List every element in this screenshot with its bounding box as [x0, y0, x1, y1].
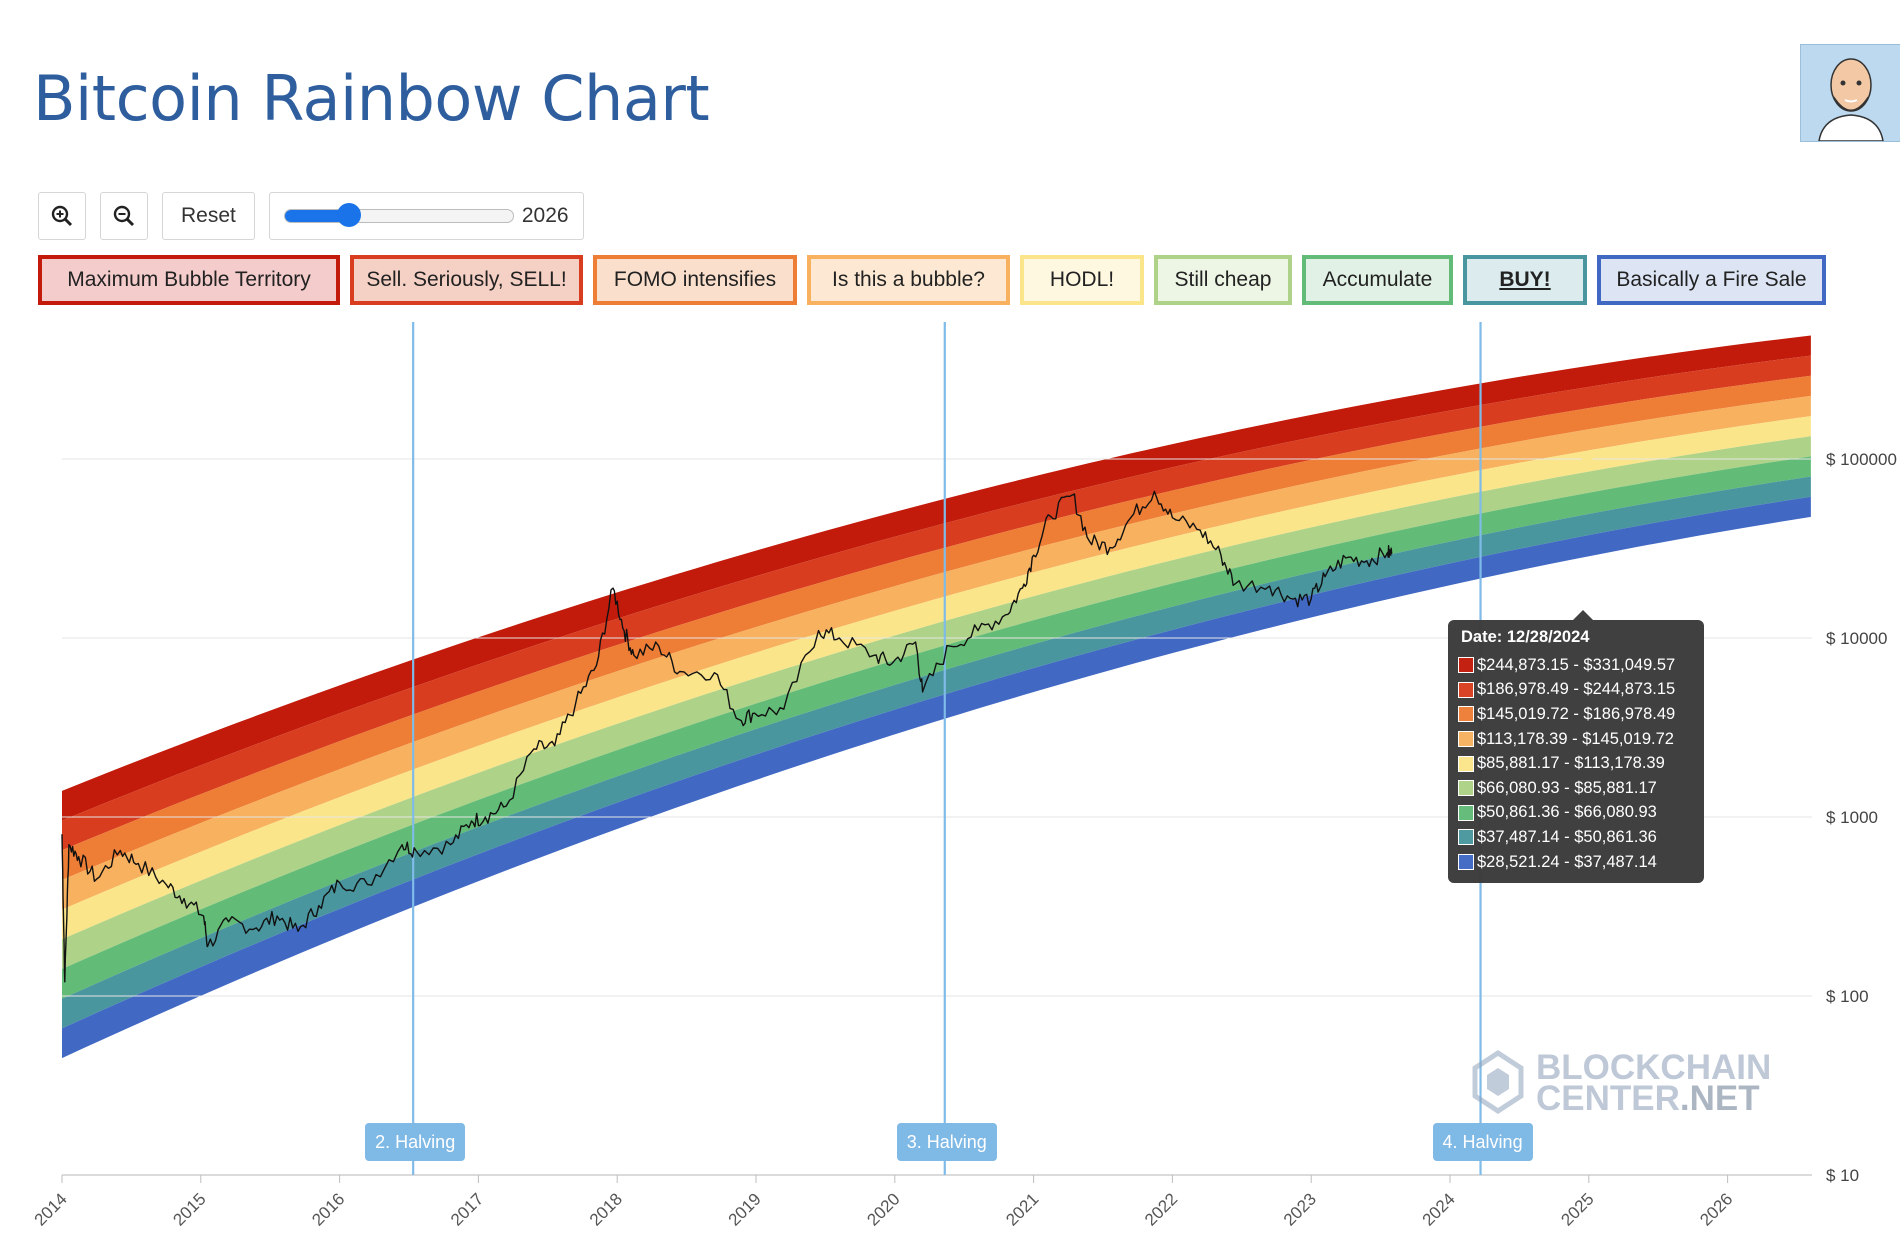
tooltip-swatch	[1458, 681, 1474, 698]
legend-maximum-bubble-territory[interactable]: Maximum Bubble Territory	[38, 255, 340, 305]
year-slider-fill	[284, 210, 348, 222]
chart-toolbar: Reset 2026	[38, 192, 584, 242]
band-marker	[1581, 493, 1593, 505]
band-marker	[1580, 368, 1595, 383]
zoom-in-icon	[51, 205, 73, 227]
tooltip-range: $66,080.93 - $85,881.17	[1477, 778, 1657, 797]
x-tick-label: 2026	[1696, 1189, 1736, 1229]
y-tick-label: $ 100000	[1826, 450, 1897, 469]
zoom-out-icon	[113, 205, 135, 227]
watermark-net: .NET	[1680, 1079, 1760, 1118]
tooltip-row: $85,881.17 - $113,178.39	[1458, 751, 1694, 776]
tooltip-row: $113,178.39 - $145,019.72	[1458, 727, 1694, 752]
x-tick-label: 2022	[1141, 1189, 1181, 1229]
tooltip-row: $50,861.36 - $66,080.93	[1458, 801, 1694, 826]
x-tick-label: 2014	[31, 1189, 71, 1229]
tooltip-row: $186,978.49 - $244,873.15	[1458, 678, 1694, 703]
x-tick-label: 2017	[447, 1189, 487, 1229]
tooltip-range: $28,521.24 - $37,487.14	[1477, 852, 1657, 871]
page-title: Bitcoin Rainbow Chart	[33, 62, 710, 135]
band-marker	[1581, 515, 1593, 527]
band-marker	[1581, 412, 1593, 424]
btc-price-line	[61, 490, 1393, 983]
watermark-line2: CENTER.NET	[1536, 1079, 1760, 1118]
tooltip-swatch	[1458, 657, 1474, 674]
avatar-illustration	[1801, 45, 1900, 141]
tooltip-range: $113,178.39 - $145,019.72	[1477, 729, 1674, 748]
halving-label-2: 2. Halving	[365, 1123, 466, 1161]
watermark-center: CENTER	[1536, 1079, 1680, 1118]
legend-is-this-a-bubble[interactable]: Is this a bubble?	[807, 255, 1010, 305]
tooltip-range: $186,978.49 - $244,873.15	[1477, 680, 1676, 699]
legend-fomo-intensifies[interactable]: FOMO intensifies	[593, 255, 797, 305]
zoom-out-button[interactable]	[100, 192, 148, 240]
watermark: BLOCKCHAIN CENTER.NET	[1472, 1048, 1771, 1118]
tooltip-range: $50,861.36 - $66,080.93	[1477, 803, 1657, 822]
legend-basically-a-fire-sale[interactable]: Basically a Fire Sale	[1597, 255, 1826, 305]
band-marker	[1581, 538, 1593, 550]
price-series	[61, 490, 1393, 983]
tooltip-swatch	[1458, 854, 1474, 871]
y-tick-label: $ 10000	[1826, 629, 1887, 648]
band-marker	[1581, 473, 1593, 485]
x-tick-label: 2020	[863, 1189, 903, 1229]
tooltip-row: $37,487.14 - $50,861.36	[1458, 825, 1694, 850]
x-tick-label: 2015	[169, 1189, 209, 1229]
halving-lines	[412, 322, 1482, 1175]
tooltip-rows: $244,873.15 - $331,049.57 $186,978.49 - $…	[1458, 653, 1694, 874]
tooltip-swatch	[1458, 804, 1474, 821]
legend-hodl[interactable]: HODL!	[1020, 255, 1144, 305]
x-tick-label: 2018	[586, 1189, 626, 1229]
x-tick-label: 2025	[1557, 1189, 1597, 1229]
x-tick-label: 2021	[1002, 1189, 1042, 1229]
legend-sell-seriously-sell[interactable]: Sell. Seriously, SELL!	[350, 255, 583, 305]
tooltip-swatch	[1458, 731, 1474, 748]
reset-button[interactable]: Reset	[162, 192, 255, 240]
y-tick-label: $ 100	[1826, 987, 1869, 1006]
tooltip-swatch	[1458, 780, 1474, 797]
tooltip-row: $145,019.72 - $186,978.49	[1458, 702, 1694, 727]
year-slider-box: 2026	[268, 192, 584, 240]
x-tick-label: 2019	[725, 1189, 765, 1229]
y-tick-label: $ 1000	[1826, 808, 1878, 827]
y-axis: $ 100000 $ 10000 $ 1000 $ 100 $ 10	[1826, 450, 1897, 1185]
x-axis: 2014 2015 2016 2017 2018 2019 2020 2021 2022 2023…	[31, 1175, 1736, 1230]
x-tick-label: 2023	[1280, 1189, 1320, 1229]
legend-accumulate[interactable]: Accumulate	[1302, 255, 1453, 305]
tooltip-range: $37,487.14 - $50,861.36	[1477, 827, 1657, 846]
halving-label-4: 4. Halving	[1432, 1123, 1533, 1161]
year-slider-handle[interactable]	[336, 203, 361, 227]
year-slider-value: 2026	[521, 204, 569, 227]
tooltip-row: $28,521.24 - $37,487.14	[1458, 850, 1694, 875]
tooltip: Date: 12/28/2024 $244,873.15 - $331,049.…	[1448, 610, 1704, 883]
band-markers	[1580, 368, 1595, 550]
band-marker	[1581, 452, 1593, 464]
band-marker	[1581, 432, 1593, 444]
tooltip-date: Date: 12/28/2024	[1461, 628, 1590, 646]
band-marker	[1581, 392, 1593, 404]
tooltip-row: $244,873.15 - $331,049.57	[1458, 653, 1694, 678]
zoom-in-button[interactable]	[38, 192, 86, 240]
tooltip-range: $85,881.17 - $113,178.39	[1477, 754, 1665, 773]
tooltip-swatch	[1458, 829, 1474, 846]
x-tick-label: 2016	[308, 1189, 348, 1229]
x-tick-label: 2024	[1419, 1189, 1459, 1229]
halving-label-3: 3. Halving	[896, 1123, 997, 1161]
y-tick-label: $ 10	[1826, 1166, 1859, 1185]
blockchaincenter-logo-icon	[1472, 1050, 1524, 1114]
author-avatar	[1800, 44, 1900, 142]
tooltip-swatch	[1458, 706, 1474, 723]
year-slider[interactable]	[283, 203, 514, 227]
tooltip-range: $145,019.72 - $186,978.49	[1477, 704, 1676, 723]
tooltip-row: $66,080.93 - $85,881.17	[1458, 776, 1694, 801]
watermark-line1: BLOCKCHAIN	[1536, 1048, 1771, 1087]
tooltip-range: $244,873.15 - $331,049.57	[1477, 655, 1676, 674]
legend-buy[interactable]: BUY!	[1463, 255, 1587, 305]
tooltip-swatch	[1458, 755, 1474, 772]
legend-still-cheap[interactable]: Still cheap	[1154, 255, 1292, 305]
